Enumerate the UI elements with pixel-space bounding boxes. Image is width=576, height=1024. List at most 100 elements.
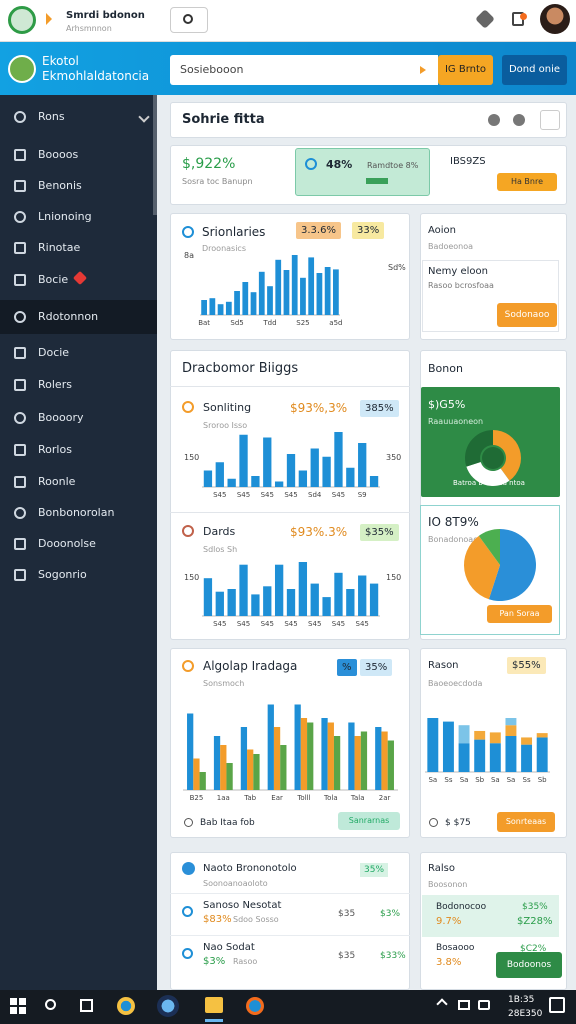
- progress: [366, 178, 388, 184]
- chart-title: Rason: [428, 660, 459, 671]
- panel-icon[interactable]: [488, 114, 500, 126]
- nav-item[interactable]: Docie: [38, 346, 70, 359]
- card: [420, 648, 567, 838]
- nav-icon: [14, 476, 26, 488]
- panel-icon[interactable]: [513, 114, 525, 126]
- nav-icon: [14, 507, 26, 519]
- button-label[interactable]: Pan Soraa: [499, 609, 540, 618]
- nav-item[interactable]: Lnionoing: [38, 210, 92, 223]
- notifications[interactable]: [549, 997, 565, 1013]
- card-title: Dracbomor Biiggs: [182, 361, 299, 376]
- button-label[interactable]: Bodoonos: [506, 960, 552, 970]
- tray-icon[interactable]: [458, 1000, 470, 1010]
- info-box: [422, 260, 559, 332]
- date: 28E350: [508, 1009, 543, 1019]
- button[interactable]: [487, 605, 552, 623]
- task-view[interactable]: [80, 999, 93, 1012]
- chart-caption: Batroa b nabad ntoa: [453, 479, 525, 487]
- button-label[interactable]: Sanrarnas: [348, 816, 390, 825]
- list-icon: [182, 862, 195, 875]
- button[interactable]: [497, 812, 555, 832]
- badge: 33%: [352, 222, 385, 239]
- app-icon[interactable]: [117, 997, 135, 1015]
- nav-icon: [14, 211, 26, 223]
- button[interactable]: [497, 173, 557, 191]
- chart-footer: Bab Itaa fob: [200, 818, 255, 828]
- nav-item[interactable]: Benonis: [38, 179, 82, 192]
- summary-label: Bosaooo: [436, 943, 475, 953]
- nav-item[interactable]: Rinotae: [38, 241, 81, 254]
- button[interactable]: [497, 303, 557, 327]
- stat-icon: [305, 158, 317, 170]
- card-title: Naoto Brononotolo: [203, 863, 297, 874]
- app-subtitle: Arhsmnnon: [66, 24, 112, 33]
- chart-title: Srionlaries: [202, 225, 266, 239]
- active-item-highlight: [0, 300, 157, 334]
- nav-item[interactable]: Bonbonorolan: [38, 506, 115, 519]
- nav-item[interactable]: Roonle: [38, 475, 76, 488]
- divider: [170, 386, 410, 387]
- stat-right-value: IBS9ZS: [450, 156, 486, 167]
- row-amount: $35: [338, 909, 356, 919]
- search-button[interactable]: [45, 999, 56, 1010]
- user-avatar[interactable]: [540, 4, 570, 34]
- arrow-icon: [420, 66, 426, 74]
- chart-icon: [182, 525, 194, 537]
- button-label[interactable]: Dond onie: [508, 64, 561, 75]
- button[interactable]: [502, 55, 567, 85]
- divider: [170, 512, 410, 513]
- nav-icon: [14, 569, 26, 581]
- chart-subtitle: Raauuaoneon: [428, 417, 484, 426]
- nav-item[interactable]: Sogonrio: [38, 568, 87, 581]
- card: [170, 648, 410, 838]
- taskbar: [0, 990, 576, 1024]
- panel-dropdown[interactable]: [540, 110, 560, 130]
- chart-subtitle: Sonsmoch: [203, 679, 245, 688]
- divider: [170, 893, 410, 894]
- info-text: Rasoo bcrosfoaa: [428, 281, 494, 290]
- nav-item[interactable]: Rdotonnon: [38, 310, 99, 323]
- badge: 3.3.6%: [296, 222, 341, 239]
- tray-icon[interactable]: [478, 1000, 490, 1010]
- nav-item[interactable]: Rons: [38, 110, 65, 123]
- search-input[interactable]: [170, 55, 438, 85]
- nav-item[interactable]: Rorlos: [38, 443, 72, 456]
- nav-icon: [14, 274, 26, 286]
- axis-label: 8a: [184, 251, 194, 260]
- axis-label: 150: [184, 573, 200, 582]
- start-button[interactable]: [10, 998, 26, 1014]
- chart-value: $93%.3%: [290, 525, 348, 539]
- button[interactable]: [338, 812, 400, 830]
- badge: $35%: [360, 524, 399, 541]
- button-label[interactable]: Sodonaoo: [504, 310, 550, 320]
- chart-subtitle: Baoeoecdoda: [428, 679, 483, 688]
- chart-subtitle: Bonadonoao: [428, 535, 479, 544]
- card-subtitle: Soonoanoaoloto: [203, 879, 268, 888]
- app-icon[interactable]: [205, 997, 223, 1013]
- button[interactable]: [438, 55, 493, 85]
- row-value: $83%: [203, 914, 232, 925]
- chart-value: $93%,3%: [290, 401, 348, 415]
- nav-item[interactable]: Boooory: [38, 411, 84, 424]
- brand-logo: [8, 55, 36, 83]
- nav-item[interactable]: Rolers: [38, 378, 72, 391]
- row-value: $3%: [203, 956, 226, 967]
- row-title: Nao Sodat: [203, 942, 255, 953]
- badge: %: [337, 659, 357, 676]
- chart-title: Algolap Iradaga: [203, 659, 298, 673]
- sidebar: [0, 95, 157, 990]
- card: [170, 102, 567, 138]
- app-icon[interactable]: [246, 997, 264, 1015]
- button-label[interactable]: Ha Bnre: [510, 177, 544, 186]
- nav-item[interactable]: Bocie: [38, 273, 69, 286]
- nav-item[interactable]: Dooonolse: [38, 537, 96, 550]
- button-label[interactable]: IG Brnto: [444, 64, 487, 75]
- nav-item[interactable]: Boooos: [38, 148, 79, 161]
- nav-icon: [14, 180, 26, 192]
- button-label[interactable]: Sonrteaas: [505, 817, 547, 826]
- chart-icon: [182, 660, 194, 672]
- row-change: $33%: [380, 951, 406, 961]
- chart-title: Sonliting: [203, 401, 252, 414]
- app-icon[interactable]: [157, 995, 179, 1017]
- button[interactable]: [496, 952, 562, 978]
